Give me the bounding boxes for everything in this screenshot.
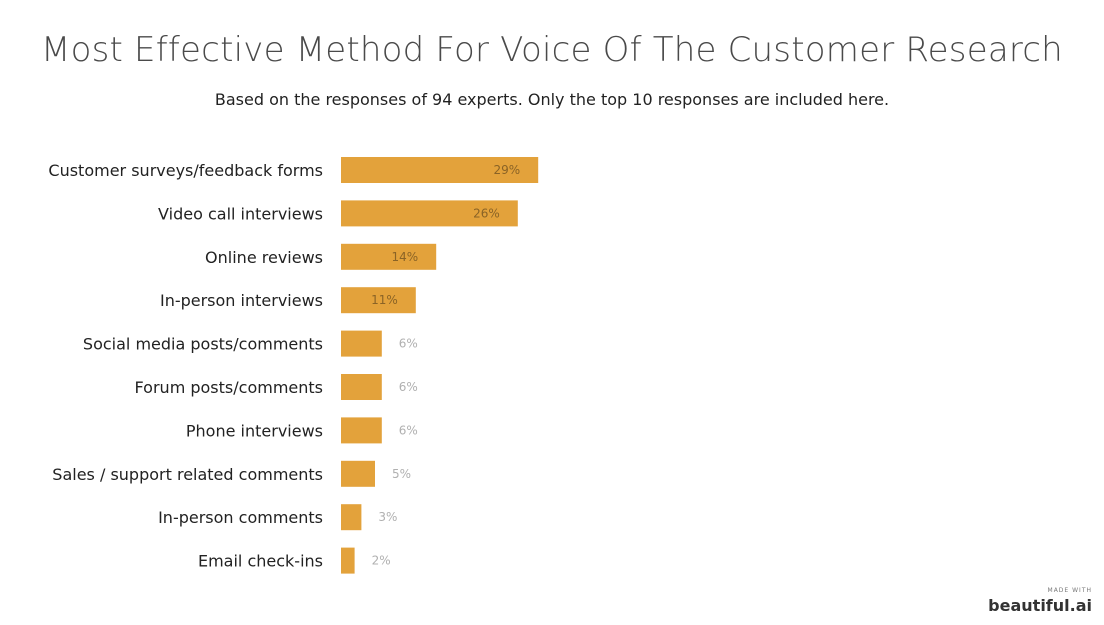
value-label: 6% [399,337,418,351]
branding: MADE WITH beautiful.ai [988,587,1092,615]
bar [341,287,416,314]
value-label: 3% [378,510,397,524]
value-label: 14% [392,250,419,264]
bar [341,200,518,227]
chart-title: Most Effective Method For Voice Of The C… [41,30,1063,70]
value-label: 6% [399,380,418,394]
category-label: Phone interviews [186,421,323,440]
bar [341,374,382,400]
bar [341,504,362,531]
bar [341,547,355,574]
category-label: Sales / support related comments [52,465,323,484]
bar [341,157,539,183]
category-label: Customer surveys/feedback forms [48,161,323,180]
made-with-label: MADE WITH [1047,587,1092,594]
category-label: Social media posts/comments [83,335,323,354]
value-label: 11% [371,293,398,307]
category-label: Online reviews [205,248,323,267]
category-label: Email check-ins [198,552,323,571]
value-label: 29% [494,163,521,177]
category-label: Forum posts/comments [135,378,323,397]
chart-subtitle: Based on the responses of 94 experts. On… [214,90,890,109]
bar [341,460,375,487]
value-label: 5% [392,467,411,481]
bar [341,330,382,357]
brand-logo: beautiful.ai [988,596,1092,615]
bar [341,243,437,270]
category-label: In-person comments [158,508,323,527]
value-label: 2% [372,554,391,568]
category-label: Video call interviews [158,204,323,223]
value-label: 26% [473,206,500,220]
bar [341,417,382,444]
value-label: 6% [399,423,418,437]
category-label: In-person interviews [160,291,323,310]
